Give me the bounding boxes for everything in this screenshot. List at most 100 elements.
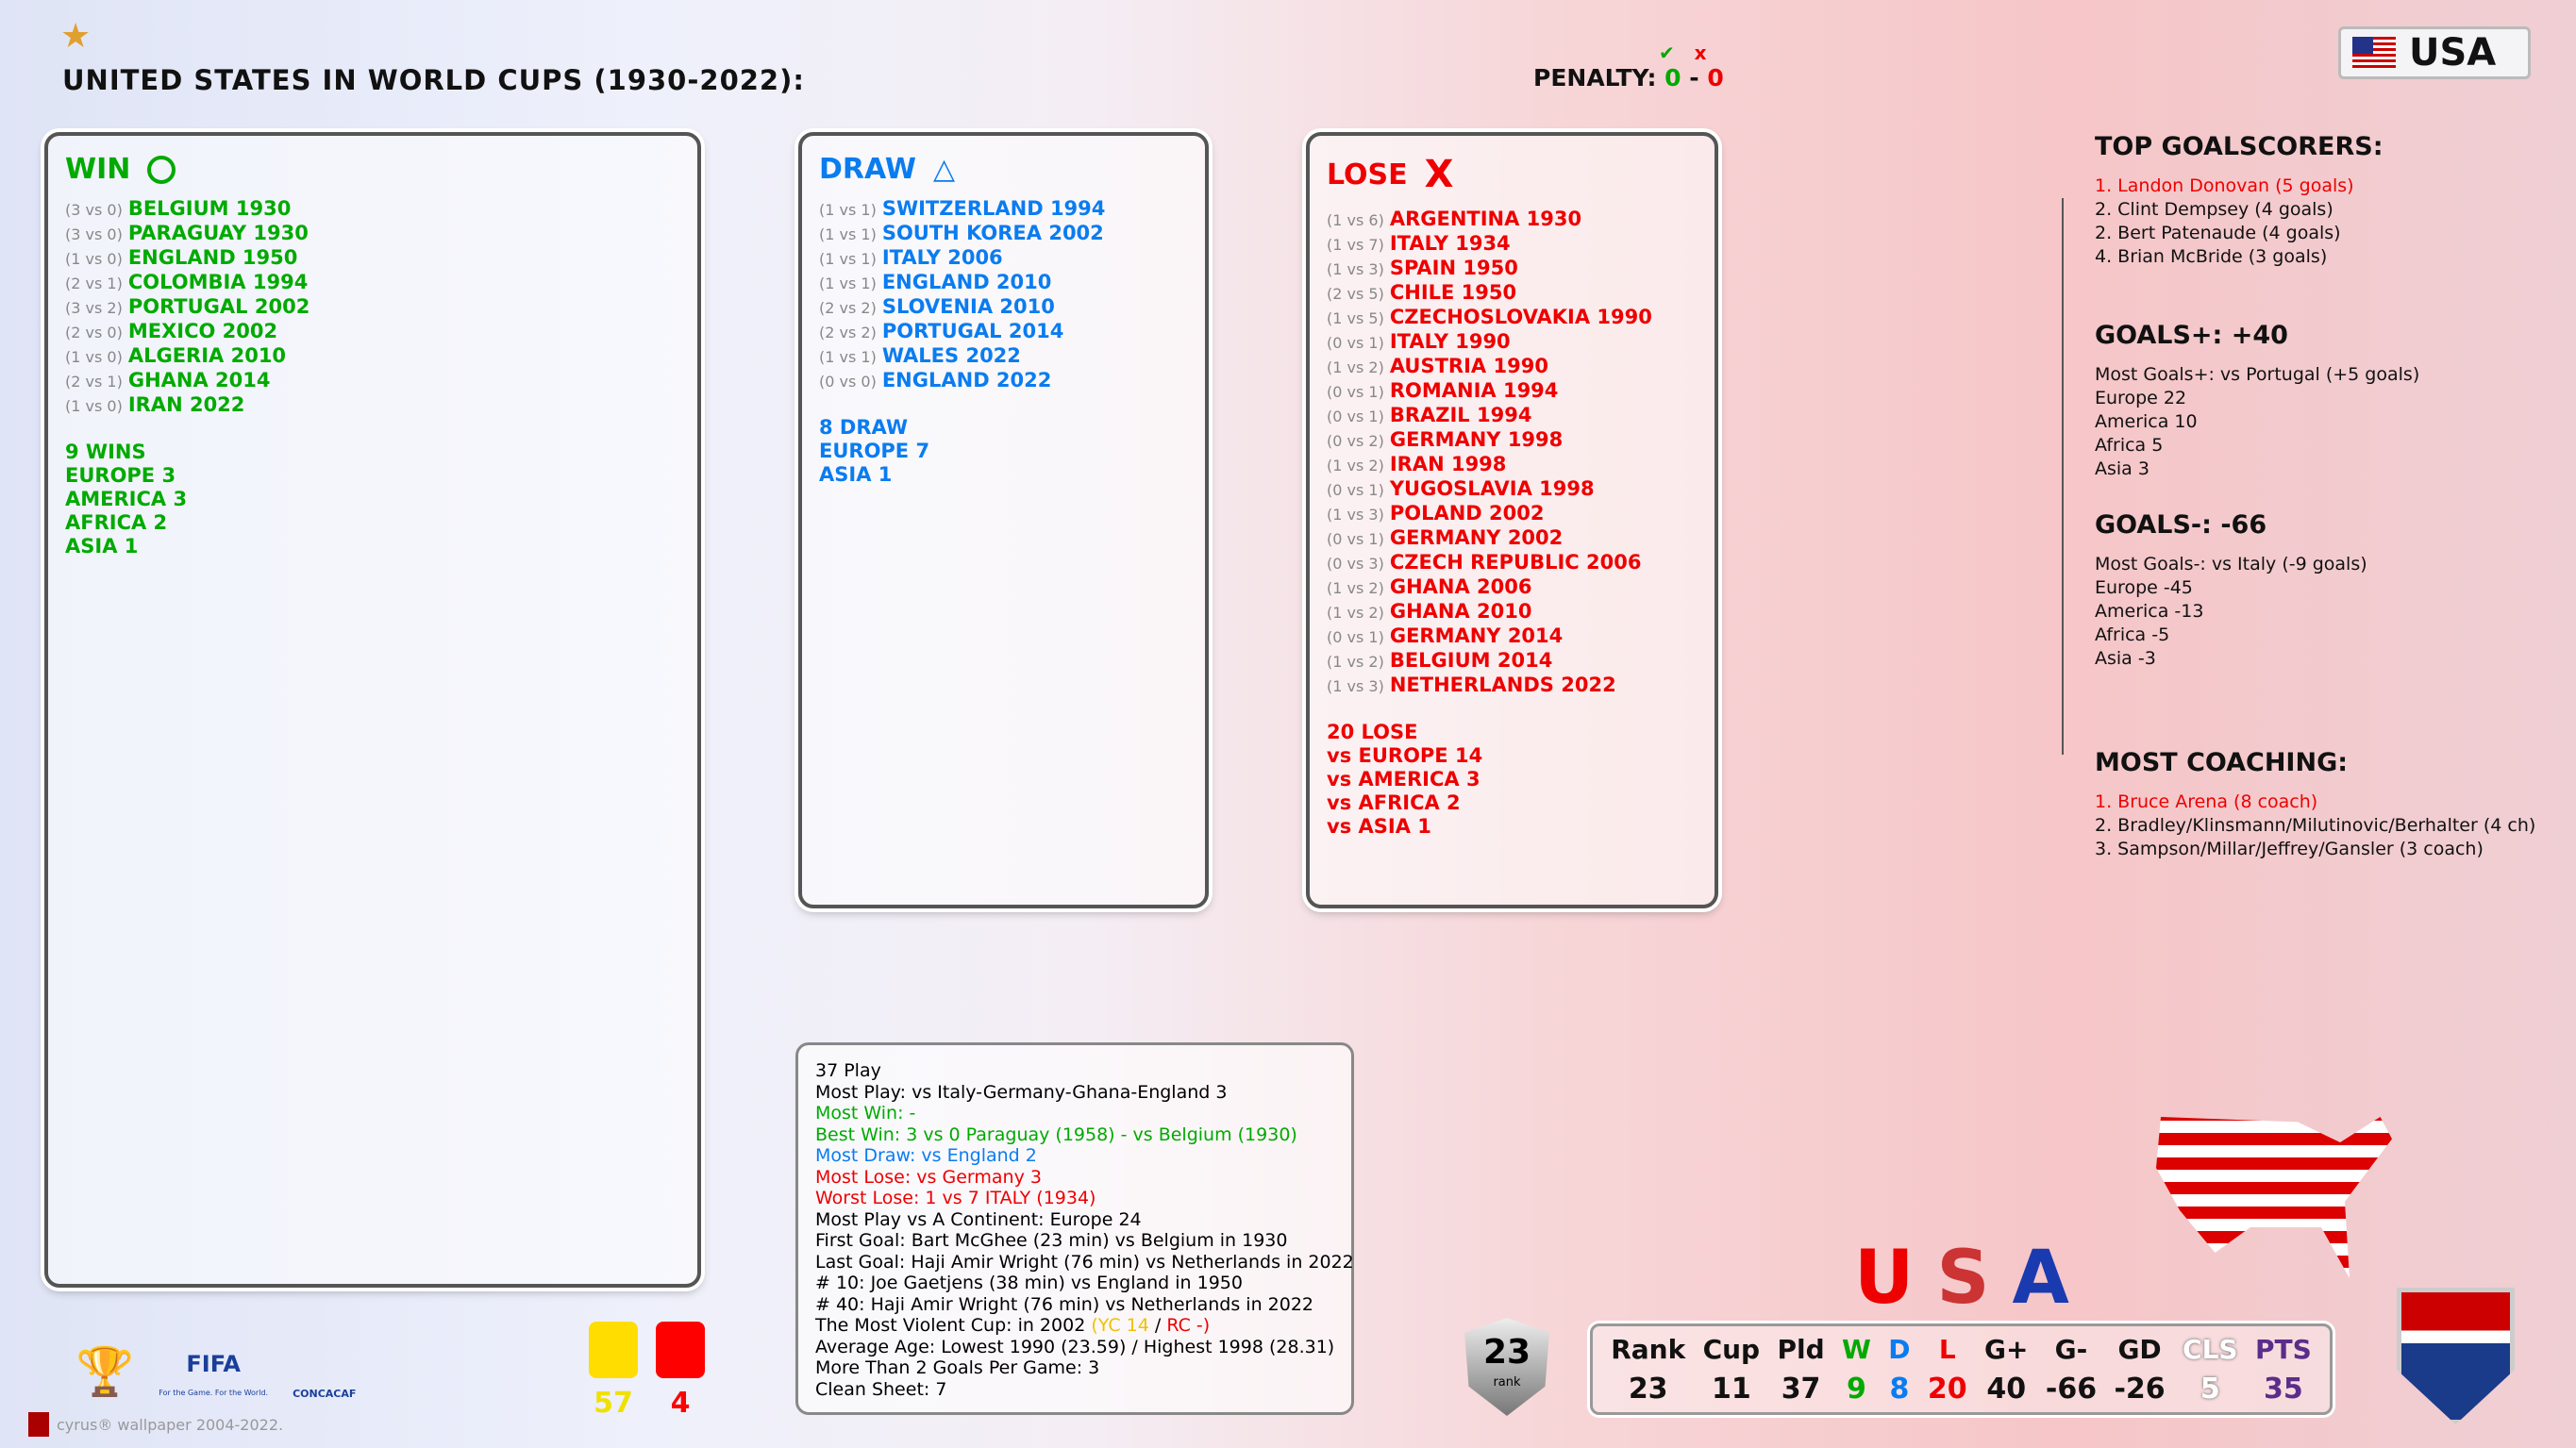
match-team: GERMANY 2002 (1389, 526, 1564, 549)
fact-most-draw: Most Draw: vs England 2 (815, 1145, 1037, 1166)
world-cup-trophy-icon: 🏆 (75, 1344, 135, 1399)
x-icon: X (1424, 153, 1454, 196)
summary-line: EUROPE 7 (819, 440, 930, 462)
match-team: CZECHOSLOVAKIA 1990 (1389, 306, 1652, 328)
match-team: NETHERLANDS 2022 (1389, 674, 1616, 696)
column-value: 8 (1889, 1373, 1910, 1406)
match-row: (0 vs 1) GERMANY 2014 (1327, 624, 1715, 649)
match-row: (0 vs 3) CZECH REPUBLIC 2006 (1327, 551, 1715, 575)
match-score: (3 vs 0) (65, 225, 123, 243)
table-column: Pld 37 (1777, 1334, 1825, 1406)
lose-title: LOSE (1327, 158, 1408, 191)
match-row: (1 vs 0) ENGLAND 1950 (65, 246, 697, 271)
match-row: (3 vs 2) PORTUGAL 2002 (65, 295, 697, 320)
match-row: (1 vs 0) IRAN 2022 (65, 393, 697, 418)
match-score: (1 vs 7) (1327, 236, 1384, 254)
lose-list: (1 vs 6) ARGENTINA 1930 (1 vs 7) ITALY 1934… (1327, 208, 1715, 698)
list-item: 2. Clint Dempsey (4 goals) (2095, 199, 2333, 220)
column-value: 37 (1781, 1373, 1821, 1406)
summary-line: vs AMERICA 3 (1327, 768, 1480, 791)
list-item: 1. Bruce Arena (8 coach) (2095, 791, 2318, 812)
match-row: (3 vs 0) BELGIUM 1930 (65, 197, 697, 222)
win-list: (3 vs 0) BELGIUM 1930 (3 vs 0) PARAGUAY 193… (65, 197, 697, 418)
column-header: G- (2054, 1334, 2088, 1365)
column-value: 40 (1986, 1373, 2027, 1406)
match-score: (0 vs 1) (1327, 334, 1384, 352)
fact-most-play: Most Play: vs Italy-Germany-Ghana-Englan… (815, 1081, 1228, 1103)
summary-line: vs AFRICA 2 (1327, 791, 1461, 814)
match-team: BELGIUM 1930 (127, 197, 292, 220)
summary-line: 9 WINS (65, 441, 146, 463)
match-team: ARGENTINA 1930 (1389, 208, 1582, 230)
logos: 🏆 FIFA For the Game. For the World. CONCA… (75, 1344, 356, 1400)
match-team: ITALY 1990 (1389, 330, 1511, 353)
rank-shield: 23 rank (1464, 1318, 1549, 1416)
letter-s: S (1936, 1236, 2013, 1321)
yellow-card-icon (589, 1322, 638, 1378)
column-value: 9 (1847, 1373, 1866, 1406)
draw-title: DRAW (819, 153, 916, 186)
match-score: (1 vs 0) (65, 397, 123, 415)
match-row: (1 vs 1) WALES 2022 (819, 344, 1205, 369)
table-column: Cup 11 (1702, 1334, 1761, 1406)
match-row: (1 vs 6) ARGENTINA 1930 (1327, 208, 1715, 232)
fact-clean-sheet: Clean Sheet: 7 (815, 1378, 947, 1400)
watermark-text: cyrus® wallpaper 2004-2022. (57, 1415, 284, 1434)
column-value: 11 (1711, 1373, 1751, 1406)
match-score: (2 vs 0) (65, 324, 123, 341)
page-title: UNITED STATES IN WORLD CUPS (1930-2022): (62, 64, 805, 96)
table-column: PTS 35 (2255, 1334, 2312, 1406)
match-row: (1 vs 1) SWITZERLAND 1994 (819, 197, 1205, 222)
us-soccer-crest-icon (2397, 1288, 2515, 1424)
match-score: (2 vs 2) (819, 299, 877, 317)
summary-line: AMERICA 3 (65, 488, 188, 510)
list-item: Most Goals+: vs Portugal (+5 goals) (2095, 364, 2420, 385)
match-team: PORTUGAL 2014 (881, 320, 1064, 342)
list-item: Europe -45 (2095, 577, 2193, 598)
match-team: ITALY 2006 (881, 246, 1003, 269)
match-row: (1 vs 3) POLAND 2002 (1327, 502, 1715, 526)
match-team: ITALY 1934 (1389, 232, 1511, 255)
summary-line: ASIA 1 (819, 463, 893, 486)
column-header: Pld (1777, 1334, 1825, 1365)
violent-sep: / (1154, 1315, 1162, 1336)
penalty-label: PENALTY: (1533, 64, 1657, 92)
match-team: GERMANY 2014 (1389, 624, 1564, 647)
match-row: (1 vs 5) CZECHOSLOVAKIA 1990 (1327, 306, 1715, 330)
match-team: SWITZERLAND 1994 (881, 197, 1106, 220)
yellow-card-count: 57 (594, 1387, 633, 1420)
column-value: 23 (1628, 1373, 1668, 1406)
goals-for-title: GOALS+: +40 (2095, 321, 2288, 350)
column-header: GD (2117, 1334, 2162, 1365)
divider (2062, 198, 2064, 755)
match-score: (0 vs 1) (1327, 408, 1384, 425)
coaching-title: MOST COACHING: (2095, 748, 2349, 777)
list-item: Asia 3 (2095, 458, 2149, 479)
violent-yc: (YC 14 (1091, 1315, 1149, 1336)
match-row: (1 vs 2) AUSTRIA 1990 (1327, 355, 1715, 379)
draw-header: DRAW △ (819, 153, 1205, 186)
column-value: -66 (2045, 1373, 2098, 1406)
triangle-icon: △ (932, 153, 956, 186)
match-score: (0 vs 2) (1327, 432, 1384, 450)
match-team: GHANA 2010 (1389, 600, 1532, 623)
usa-letters: USA (1854, 1236, 2092, 1321)
column-header: Cup (1702, 1334, 1761, 1365)
match-row: (1 vs 0) ALGERIA 2010 (65, 344, 697, 369)
match-row: (0 vs 2) GERMANY 1998 (1327, 428, 1715, 453)
fact-first-goal: First Goal: Bart McGhee (23 min) vs Belg… (815, 1230, 1288, 1251)
fifa-text: FIFA (186, 1351, 241, 1377)
penalty-scored: 0 (1664, 64, 1681, 92)
match-team: SLOVENIA 2010 (881, 295, 1055, 318)
match-score: (1 vs 5) (1327, 309, 1384, 327)
match-score: (1 vs 2) (1327, 457, 1384, 474)
match-team: CHILE 1950 (1389, 281, 1517, 304)
column-header: CLS (2183, 1334, 2238, 1365)
list-item: 1. Landon Donovan (5 goals) (2095, 175, 2354, 196)
match-team: PARAGUAY 1930 (127, 222, 309, 244)
lose-header: LOSE X (1327, 153, 1715, 196)
check-icon: ✔ (1659, 42, 1675, 64)
draw-panel: DRAW △ (1 vs 1) SWITZERLAND 1994 (1 vs 1) SO… (798, 132, 1209, 908)
fact-most-win: Most Win: - (815, 1103, 916, 1123)
table-column: G+ 40 (1984, 1334, 2028, 1406)
